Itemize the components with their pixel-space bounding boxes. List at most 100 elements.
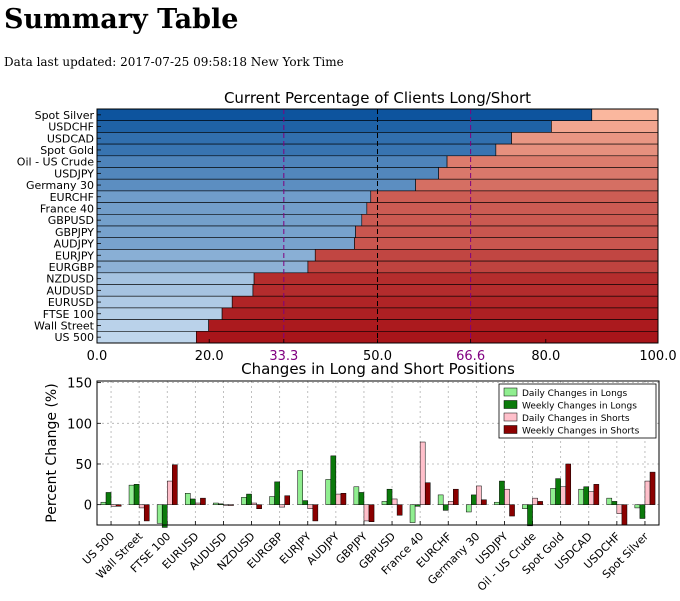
change-bar bbox=[241, 497, 247, 505]
category-label: AUDUSD bbox=[46, 284, 94, 297]
long-bar bbox=[96, 237, 355, 250]
category-label: Wall Street bbox=[34, 319, 95, 332]
page-title: Summary Table bbox=[4, 4, 239, 35]
change-bar bbox=[307, 504, 314, 509]
category-label: EURUSD bbox=[48, 296, 94, 309]
short-bar bbox=[195, 331, 659, 344]
category-label: AUDJPY bbox=[54, 238, 95, 251]
change-bar bbox=[167, 480, 173, 505]
change-bar bbox=[256, 504, 262, 509]
change-bar bbox=[634, 504, 641, 509]
category-label: USDCAD bbox=[47, 132, 94, 145]
change-bar bbox=[494, 501, 500, 505]
change-bar bbox=[481, 499, 487, 505]
change-bar bbox=[172, 464, 178, 505]
change-bar bbox=[527, 504, 533, 527]
change-bar bbox=[391, 498, 398, 505]
short-bar bbox=[208, 319, 659, 332]
legend-swatch bbox=[503, 412, 518, 422]
change-bar bbox=[583, 486, 590, 505]
change-bar bbox=[110, 504, 117, 507]
change-bar bbox=[578, 488, 584, 505]
change-bar bbox=[499, 480, 505, 505]
legend-label: Weekly Changes in Longs bbox=[522, 402, 637, 412]
category-label: EURCHF bbox=[50, 191, 94, 204]
change-bar bbox=[297, 470, 303, 505]
y-tick-label: 150 bbox=[67, 377, 92, 392]
x-tick-label: 66.6 bbox=[456, 349, 485, 364]
legend-swatch bbox=[503, 387, 518, 397]
long-bar bbox=[96, 260, 309, 274]
short-bar bbox=[314, 249, 659, 262]
change-bar bbox=[409, 504, 416, 523]
short-bar bbox=[231, 295, 659, 309]
change-bar bbox=[115, 504, 122, 507]
change-bar bbox=[335, 493, 342, 505]
legend-label: Daily Changes in Shorts bbox=[522, 414, 630, 424]
category-label: US 500 bbox=[54, 331, 94, 344]
change-bar bbox=[279, 504, 285, 508]
long-bar bbox=[96, 249, 316, 262]
change-bar bbox=[532, 497, 538, 505]
change-bar bbox=[269, 496, 275, 505]
long-bar bbox=[96, 143, 497, 157]
change-bar bbox=[386, 488, 393, 505]
change-bar bbox=[522, 504, 528, 509]
short-bar bbox=[446, 155, 659, 168]
change-bar bbox=[143, 504, 150, 522]
x-tick-label: 100.0 bbox=[639, 349, 676, 364]
change-bar bbox=[251, 502, 257, 505]
change-bar bbox=[465, 504, 472, 513]
long-bar bbox=[96, 202, 368, 215]
x-tick-label: 0.0 bbox=[87, 349, 108, 364]
change-bar bbox=[128, 484, 135, 505]
category-label: GBPJPY bbox=[55, 226, 94, 239]
change-bar bbox=[453, 488, 459, 505]
short-bar bbox=[253, 272, 659, 285]
short-bar bbox=[366, 202, 659, 215]
change-bar bbox=[448, 501, 454, 505]
category-label: France 40 bbox=[40, 202, 94, 215]
change-bar bbox=[358, 492, 365, 505]
change-bar bbox=[274, 481, 280, 505]
change-bar bbox=[363, 504, 370, 522]
change-bar bbox=[593, 484, 600, 505]
change-bar bbox=[424, 482, 431, 505]
category-label: Spot Gold bbox=[40, 144, 94, 157]
long-bar bbox=[96, 178, 416, 192]
change-bar bbox=[560, 486, 566, 505]
change-bar bbox=[616, 504, 623, 514]
plot-border bbox=[96, 380, 660, 526]
change-bar bbox=[509, 504, 515, 517]
legend-label: Weekly Changes in Shorts bbox=[522, 427, 640, 437]
long-bar bbox=[96, 190, 372, 203]
change-bar bbox=[588, 491, 595, 505]
change-bar bbox=[555, 478, 561, 505]
x-tick-label: 50.0 bbox=[363, 349, 392, 364]
x-tick-label: 80.0 bbox=[531, 349, 560, 364]
change-bar bbox=[414, 504, 421, 507]
legend-swatch bbox=[503, 425, 518, 434]
change-bar bbox=[325, 479, 332, 505]
short-bar bbox=[252, 284, 659, 297]
change-bar bbox=[246, 493, 252, 505]
long-bar bbox=[96, 214, 363, 227]
change-bar bbox=[302, 500, 308, 505]
change-bar bbox=[504, 488, 510, 505]
change-bar bbox=[639, 504, 646, 519]
short-bar bbox=[591, 108, 659, 121]
legend-swatch bbox=[503, 400, 518, 409]
change-bar bbox=[437, 494, 444, 505]
long-bar bbox=[96, 319, 209, 332]
category-label: Oil - US Crude bbox=[17, 156, 94, 169]
short-bar bbox=[370, 190, 659, 203]
long-bar bbox=[96, 295, 233, 309]
change-bar bbox=[200, 497, 206, 505]
x-tick-label: 33.3 bbox=[269, 349, 298, 364]
category-label: NZDUSD bbox=[46, 273, 94, 286]
change-bar bbox=[213, 502, 219, 505]
last-updated-line: Data last updated: 2017-07-25 09:58:18 N… bbox=[4, 55, 344, 69]
change-bar bbox=[621, 504, 628, 526]
long-bar bbox=[96, 284, 254, 297]
